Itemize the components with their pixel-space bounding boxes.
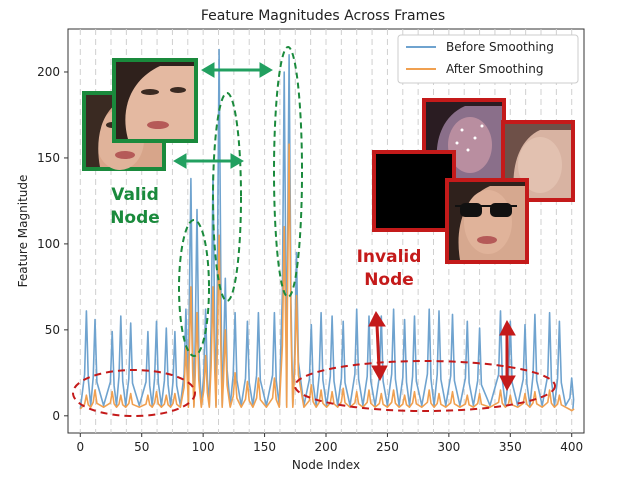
- x-axis-label: Node Index: [292, 458, 360, 472]
- invalid-node-label-line1: Invalid: [357, 247, 422, 267]
- red-double-arrow-right: [499, 319, 516, 392]
- series-lines: [79, 48, 575, 412]
- y-tick-label: 100: [37, 237, 60, 251]
- y-tick-label: 50: [45, 323, 60, 337]
- invalid-region-ellipse-right: [294, 360, 556, 412]
- legend-label-after: After Smoothing: [446, 62, 544, 76]
- x-tick-label: 400: [560, 440, 583, 454]
- invalid-region-ellipse-left: [72, 369, 196, 417]
- green-double-arrow-middle: [173, 153, 244, 169]
- legend-label-before: Before Smoothing: [446, 40, 554, 54]
- invalid-face-thumbnail-blurred: [501, 120, 575, 202]
- x-tick-label: 300: [437, 440, 460, 454]
- series-line-before-smoothing: [79, 48, 575, 409]
- valid-node-label-line1: Valid: [111, 185, 159, 205]
- invalid-face-thumbnail-black: [372, 150, 456, 232]
- y-axis-label: Feature Magnitude: [16, 175, 30, 288]
- x-tick-label: 250: [376, 440, 399, 454]
- x-tick-label: 0: [76, 440, 84, 454]
- x-tick-label: 150: [253, 440, 276, 454]
- x-tick-label: 50: [134, 440, 149, 454]
- x-tick-label: 350: [499, 440, 522, 454]
- valid-peak-ellipse-2: [212, 92, 242, 302]
- y-tick-label: 0: [52, 409, 60, 423]
- y-tick-label: 150: [37, 151, 60, 165]
- series-line-after-smoothing: [79, 143, 575, 412]
- invalid-face-thumbnail-sunglasses: [445, 178, 529, 264]
- x-tick-label: 200: [315, 440, 338, 454]
- valid-face-thumbnail-2: [112, 58, 198, 143]
- valid-node-label-line2: Node: [110, 208, 160, 228]
- chart-title: Feature Magnitudes Across Frames: [201, 8, 445, 24]
- axis-ticks: 0 50 100 150 200 250 300 350 400 0 50 100 150 200: [37, 65, 583, 454]
- valid-peak-ellipse-1: [178, 219, 210, 357]
- valid-peak-ellipse-3: [273, 46, 303, 298]
- y-tick-label: 200: [37, 65, 60, 79]
- green-double-arrow-top: [201, 62, 273, 78]
- legend-box: [397, 34, 579, 84]
- x-tick-label: 100: [192, 440, 215, 454]
- red-double-arrow-left: [368, 310, 388, 382]
- legend: Before Smoothing After Smoothing: [397, 34, 579, 84]
- invalid-node-label-line2: Node: [364, 270, 414, 290]
